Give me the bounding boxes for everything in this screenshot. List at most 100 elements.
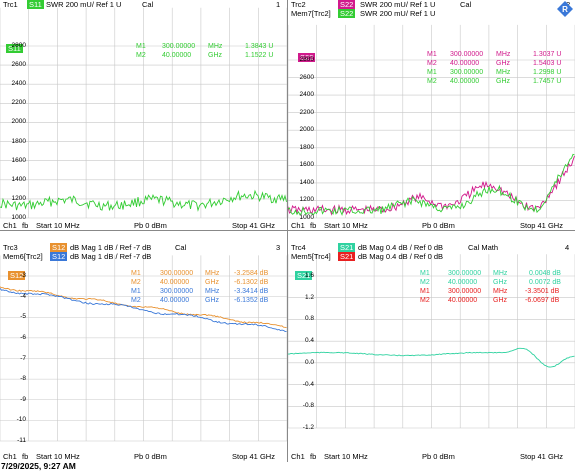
y-tick-label: 0.0: [304, 358, 314, 366]
stop-label: Stop 41 GHz: [520, 221, 563, 230]
y-tick-label: 1000: [11, 214, 26, 221]
stop-label: Stop 41 GHz: [520, 452, 563, 461]
fb-label: fb: [310, 452, 317, 461]
marker-name: M1: [136, 43, 146, 50]
trace-desc-4b: dB Mag 0.4 dB / Ref 0 dB: [358, 252, 444, 261]
marker-name: M1: [131, 288, 141, 295]
marker-unit: GHz: [493, 279, 507, 286]
y-tick-label: -11: [17, 437, 26, 444]
y-tick-label: -9: [20, 395, 26, 403]
y-tick-label: 2400: [299, 91, 314, 99]
plot-area-3: [0, 255, 287, 442]
marker-freq: 40.00000: [162, 52, 192, 59]
fb-label: fb: [310, 221, 317, 230]
marker-unit: MHz: [493, 270, 508, 277]
y-tick-label: 1600: [11, 156, 26, 164]
trace-desc-3a: dB Mag 1 dB / Ref -7 dB: [70, 243, 152, 252]
plot-area-4: [288, 254, 575, 429]
y-tick-label: 2800: [11, 42, 26, 49]
trace-desc-1: SWR 200 mU/ Ref 1 U: [46, 0, 122, 9]
y-tick-label: 2000: [299, 126, 314, 134]
active-trace-tag-1[interactable]: S11: [6, 44, 23, 53]
y-tick-label: -0.8: [302, 402, 314, 410]
marker-unit: GHz: [496, 78, 510, 85]
stop-label: Stop 41 GHz: [232, 221, 275, 230]
mem-label-3: Mem6[Trc2]: [3, 252, 43, 261]
marker-value: 1.2998 U: [533, 69, 562, 76]
trace-tag-3b[interactable]: S12: [50, 252, 68, 261]
trace-desc-4a: dB Mag 0.4 dB / Ref 0 dB: [358, 243, 444, 252]
y-tick-label: 2800: [299, 56, 314, 63]
y-tick-label: 2600: [299, 73, 314, 81]
marker-value: -6.1352 dB: [234, 297, 269, 304]
active-trace-tag-3[interactable]: S12: [8, 271, 26, 280]
fb-label: fb: [22, 221, 29, 230]
marker-unit: MHz: [205, 270, 220, 277]
trace-tag-3a[interactable]: S12: [50, 243, 68, 252]
y-tick-label: -4: [20, 292, 26, 300]
marker-freq: 40.00000: [160, 297, 190, 304]
diagram-window-4[interactable]: Trc4 S21 dB Mag 0.4 dB / Ref 0 dB Cal Ma…: [288, 231, 575, 461]
marker-freq: 300.00000: [162, 43, 196, 50]
y-tick-label: -10: [16, 416, 26, 424]
trace-tag-4a[interactable]: S21: [338, 243, 356, 252]
marker-name: M2: [420, 279, 430, 286]
marker-name: M1: [131, 270, 141, 277]
start-label: Start 10 MHz: [324, 221, 368, 230]
trace-status-3: Cal: [175, 243, 187, 252]
y-tick-label: -1.2: [302, 424, 314, 431]
window-number-4: 4: [565, 243, 570, 252]
y-tick-label: -3: [20, 272, 26, 279]
active-trace-tag-4[interactable]: S21: [295, 271, 313, 280]
trace-name-1: Trc1: [3, 0, 18, 9]
marker-unit: MHz: [493, 288, 508, 295]
trace-tag-2b[interactable]: S22: [338, 9, 356, 18]
marker-value: 1.3843 U: [245, 43, 274, 50]
marker-freq: 40.00000: [450, 78, 480, 85]
marker-freq: 40.00000: [448, 279, 478, 286]
y-tick-label: 1200: [11, 194, 26, 202]
y-tick-label: 2000: [11, 118, 26, 126]
trace-tag-4b[interactable]: S21: [338, 252, 356, 261]
trace-name-4: Trc4: [291, 243, 306, 252]
trace-s12: [0, 286, 287, 329]
diagram-window-2[interactable]: Trc2 S22 SWR 200 mU/ Ref 1 U Cal 2 Mem7[…: [288, 0, 575, 230]
start-label: Start 10 MHz: [324, 452, 368, 461]
plot-area-2: [288, 24, 575, 219]
marker-freq: 40.00000: [450, 60, 480, 67]
marker-freq: 300.00000: [160, 288, 194, 295]
marker-unit: GHz: [205, 297, 219, 304]
fb-label: fb: [22, 452, 29, 461]
y-tick-label: 1600: [299, 161, 314, 169]
y-tick-label: 1400: [299, 178, 314, 186]
y-tick-label: 1800: [299, 143, 314, 151]
marker-unit: GHz: [208, 52, 222, 59]
diagram-window-3[interactable]: Trc3 S12 dB Mag 1 dB / Ref -7 dB Cal 3 M…: [0, 231, 287, 461]
power-label: Pb 0 dBm: [422, 452, 455, 461]
marker-unit: GHz: [205, 279, 219, 286]
start-label: Start 10 MHz: [36, 221, 80, 230]
trace-tag-1[interactable]: S11: [27, 0, 44, 9]
diagram-window-1[interactable]: Trc1 S11 SWR 200 mU/ Ref 1 U Cal 1 S11 M…: [0, 0, 287, 230]
trace-tag-2a[interactable]: S22: [338, 0, 356, 9]
marker-freq: 40.00000: [448, 297, 478, 304]
trace-status-1: Cal: [142, 0, 154, 9]
marker-name: M1: [427, 69, 437, 76]
marker-unit: MHz: [208, 43, 223, 50]
timestamp: 7/29/2025, 9:27 AM: [1, 461, 76, 471]
trace-desc-2a: SWR 200 mU/ Ref 1 U: [360, 0, 436, 9]
trace-desc-2b: SWR 200 mU/ Ref 1 U: [360, 9, 436, 18]
marker-value: -3.3414 dB: [234, 288, 269, 295]
y-tick-label: -8: [20, 375, 26, 383]
y-tick-label: 1200: [299, 196, 314, 204]
marker-freq: 300.00000: [450, 51, 484, 58]
y-tick-label: 1.6: [304, 272, 314, 279]
vertical-divider: [287, 0, 288, 462]
y-tick-label: 1.2: [304, 293, 314, 301]
power-label: Pb 0 dBm: [134, 452, 167, 461]
marker-value: 0.0072 dB: [529, 279, 561, 286]
trace-name-2: Trc2: [291, 0, 306, 9]
marker-value: 1.7457 U: [533, 78, 562, 85]
active-trace-tag-2[interactable]: S22: [298, 53, 316, 62]
